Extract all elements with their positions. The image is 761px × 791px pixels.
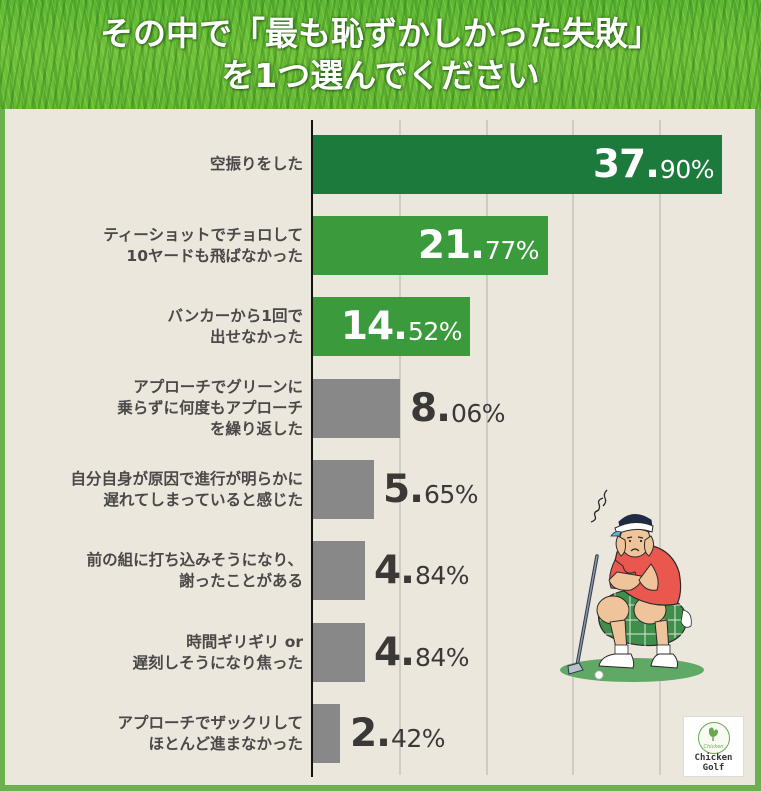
bar-row: 前の組に打ち込みそうになり、 謝ったことがある 4. 84% bbox=[5, 541, 755, 600]
value-dec: 65% bbox=[423, 480, 479, 509]
logo-letter-o: o bbox=[708, 763, 714, 773]
value-label: 37. 90% bbox=[313, 135, 715, 194]
value-dot: . bbox=[645, 142, 660, 187]
bar-row: アプローチでグリーンに 乗らずに何度もアプローチ を繰り返した 8. 06% bbox=[3, 378, 755, 438]
value-dec: 42% bbox=[390, 724, 446, 753]
bar bbox=[313, 704, 340, 763]
category-label: アプローチでザックリして ほとんど進まなかった bbox=[3, 704, 303, 763]
chicken-golf-logo-icon: Chicken Chicken Golf bbox=[683, 716, 744, 777]
chart-panel: 空振りをした 37. 90% ティーショットでチョロして 10ヤードも飛ばなかった… bbox=[5, 109, 755, 785]
label-line: 10ヤードも飛ばなかった bbox=[126, 246, 303, 265]
bar-row: 時間ギリギリ or 遅刻しそうになり焦った 4. 84% bbox=[5, 623, 755, 682]
category-label: 時間ギリギリ or 遅刻しそうになり焦った bbox=[3, 623, 303, 682]
category-label: アプローチでグリーンに 乗らずに何度もアプローチ を繰り返した bbox=[3, 378, 303, 438]
value-dot: . bbox=[400, 548, 415, 593]
value-label: 4. 84% bbox=[374, 623, 470, 682]
category-label: 前の組に打ち込みそうになり、 謝ったことがある bbox=[3, 541, 303, 600]
bar bbox=[313, 623, 365, 682]
value-dot: . bbox=[470, 223, 485, 268]
label-line: 自分自身が原因で進行が明らかに bbox=[70, 469, 303, 488]
value-int: 5 bbox=[383, 467, 410, 512]
logo-text-line1: Chicken bbox=[694, 753, 733, 763]
label-line: 空振りをした bbox=[209, 155, 303, 173]
label-line: バンカーから1回で bbox=[167, 306, 303, 325]
bar bbox=[313, 216, 548, 275]
bar-row: ティーショットでチョロして 10ヤードも飛ばなかった 21. 77% bbox=[5, 216, 755, 275]
label-line: ほとんど進まなかった bbox=[148, 734, 303, 753]
title-line-2: を1つ選んでください bbox=[221, 55, 540, 95]
value-int: 8 bbox=[410, 386, 437, 431]
bar bbox=[313, 135, 722, 194]
label-line: 謝ったことがある bbox=[178, 571, 303, 590]
label-line: を繰り返した bbox=[209, 420, 303, 438]
value-int: 2 bbox=[350, 711, 377, 756]
bar bbox=[313, 460, 374, 519]
value-int: 14 bbox=[340, 304, 394, 349]
label-line: 遅れてしまっていると感じた bbox=[103, 490, 303, 509]
value-label: 21. 77% bbox=[313, 216, 540, 275]
bar bbox=[313, 541, 365, 600]
y-axis-line bbox=[311, 120, 313, 777]
value-dec: 52% bbox=[407, 317, 463, 346]
value-label: 8. 06% bbox=[410, 379, 506, 438]
label-line: 出せなかった bbox=[209, 327, 303, 346]
label-line: アプローチでグリーンに bbox=[133, 378, 303, 396]
bar-row: 自分自身が原因で進行が明らかに 遅れてしまっていると感じた 5. 65% bbox=[5, 460, 755, 519]
category-label: 自分自身が原因で進行が明らかに 遅れてしまっていると感じた bbox=[3, 460, 303, 519]
value-int: 4 bbox=[374, 548, 401, 593]
value-dec: 06% bbox=[450, 399, 506, 428]
gridline-16 bbox=[486, 120, 488, 775]
label-line: 前の組に打ち込みそうになり、 bbox=[86, 550, 303, 569]
bar-row: アプローチでザックリして ほとんど進まなかった 2. 42% bbox=[5, 704, 755, 763]
bar bbox=[313, 297, 470, 356]
value-dot: . bbox=[409, 467, 424, 512]
gridline-32 bbox=[659, 120, 661, 775]
value-dec: 90% bbox=[659, 155, 715, 184]
title-banner: その中で「最も恥ずかしかった失敗」 を1つ選んでください bbox=[0, 0, 761, 109]
value-label: 14. 52% bbox=[313, 297, 463, 356]
value-dec: 77% bbox=[484, 236, 540, 265]
value-dot: . bbox=[436, 386, 451, 431]
title-line-1: その中で「最も恥ずかしかった失敗」 bbox=[100, 13, 661, 53]
value-int: 4 bbox=[374, 630, 401, 675]
frustrated-golfer-icon bbox=[555, 480, 705, 690]
gridline-24 bbox=[572, 120, 574, 775]
svg-text:Chicken: Chicken bbox=[704, 744, 724, 750]
value-label: 5. 65% bbox=[383, 460, 479, 519]
value-dot: . bbox=[400, 630, 415, 675]
label-line: 乗らずに何度もアプローチ bbox=[117, 399, 303, 417]
value-dot: . bbox=[376, 711, 391, 756]
gridline-8 bbox=[399, 120, 401, 775]
label-line: 時間ギリギリ or bbox=[186, 632, 303, 651]
bar bbox=[313, 379, 400, 438]
value-dec: 84% bbox=[414, 643, 470, 672]
bar-row: バンカーから1回で 出せなかった 14. 52% bbox=[5, 297, 755, 356]
logo-emblem: Chicken bbox=[698, 722, 730, 754]
category-label: バンカーから1回で 出せなかった bbox=[3, 297, 303, 356]
logo-letter: lf bbox=[713, 763, 725, 773]
label-line: ティーショットでチョロして bbox=[103, 225, 303, 244]
bar-row: 空振りをした 37. 90% bbox=[5, 135, 755, 194]
value-int: 21 bbox=[417, 223, 471, 268]
logo-letter: G bbox=[702, 763, 709, 773]
category-label: ティーショットでチョロして 10ヤードも飛ばなかった bbox=[3, 216, 303, 275]
label-line: アプローチでザックリして bbox=[117, 713, 303, 732]
value-dec: 84% bbox=[414, 561, 470, 590]
value-label: 4. 84% bbox=[374, 541, 470, 600]
logo-text-line2: Golf bbox=[703, 763, 725, 773]
value-int: 37 bbox=[592, 142, 646, 187]
category-label: 空振りをした bbox=[3, 135, 303, 194]
label-line: 遅刻しそうになり焦った bbox=[132, 653, 303, 672]
value-label: 2. 42% bbox=[350, 704, 446, 763]
value-dot: . bbox=[393, 304, 408, 349]
